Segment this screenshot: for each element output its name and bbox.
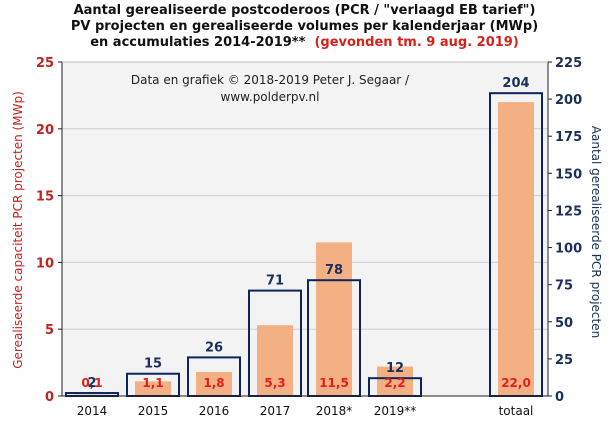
capacity-value-label: 1,8	[203, 376, 224, 390]
project-count-label: 26	[205, 340, 223, 355]
tick-label-right: 150	[555, 167, 582, 182]
tick-label-left: 0	[45, 390, 54, 405]
left-axis-ticks: 0 5 10 15 20 25	[36, 56, 62, 405]
project-count-label: 2	[87, 376, 96, 391]
tick-label-left: 25	[36, 56, 54, 71]
capacity-value-label: 11,5	[319, 376, 349, 390]
capacity-bar	[377, 366, 413, 396]
category-label: 2014	[77, 404, 108, 418]
capacity-bar	[498, 102, 534, 396]
project-count-label: 204	[502, 76, 529, 91]
tick-label-right: 225	[555, 56, 582, 71]
axes	[61, 61, 549, 397]
title-line-3: en accumulaties 2014-2019** (gevonden tm…	[0, 35, 609, 51]
category-label: totaal	[499, 404, 534, 418]
capacity-bar	[316, 242, 352, 396]
title-line-3-main: en accumulaties 2014-2019**	[90, 35, 306, 50]
right-axis-ticks: 0 25 50 75 100 125 150 175 200 225	[548, 56, 582, 405]
title-line-2: PV projecten en gerealiseerde volumes pe…	[70, 19, 539, 34]
tick-label-right: 100	[555, 242, 582, 257]
chart-title: Aantal gerealiseerde postcoderoos (PCR /…	[0, 3, 609, 51]
category-label: 2017	[260, 404, 291, 418]
category-label: 2015	[138, 404, 169, 418]
project-count-label: 78	[325, 263, 343, 278]
capacity-bar	[135, 381, 171, 396]
y-axis-right-label: Aantal gerealiseerde PCR projecten	[589, 126, 603, 338]
capacity-value-label: 2,2	[384, 376, 405, 390]
project-count-label: 71	[266, 274, 284, 289]
y-axis-left-label: Gerealiseerde capaciteit PCR projecten (…	[11, 91, 25, 369]
capacity-bar	[257, 325, 293, 396]
project-count-label: 12	[386, 361, 404, 376]
category-label: 2016	[199, 404, 230, 418]
capacity-value-label: 0,1	[81, 376, 102, 390]
category-labels: 2014 2015 2016 2017 2018* 2019** totaal	[77, 404, 534, 418]
tick-label-left: 10	[36, 256, 54, 271]
copyright-annotation: Data en grafiek © 2018-2019 Peter J. Seg…	[131, 73, 410, 87]
project-count-label: 15	[144, 357, 162, 372]
tick-label-right: 200	[555, 93, 582, 108]
tick-label-right: 25	[555, 353, 573, 368]
plot-area	[62, 62, 548, 396]
capacity-value-label: 5,3	[264, 376, 285, 390]
category-label: 2019**	[374, 404, 417, 418]
tick-label-right: 50	[555, 316, 573, 331]
category-label: 2018*	[316, 404, 353, 418]
data-labels: 0,12 1,1 15 1,8 26 5,3 71 11,5 78 2,212 22,0 204	[81, 76, 530, 391]
capacity-bar	[196, 371, 232, 396]
tick-label-left: 5	[45, 323, 54, 338]
tick-label-right: 175	[555, 130, 582, 145]
title-line-3-date: (gevonden tm. 9 aug. 2019)	[314, 35, 519, 50]
tick-label-right: 0	[555, 390, 564, 405]
tick-label-left: 15	[36, 190, 54, 205]
tick-label-right: 125	[555, 204, 582, 219]
website-annotation: www.polderpv.nl	[221, 90, 320, 104]
capacity-value-label: 22,0	[501, 376, 531, 390]
tick-label-left: 20	[36, 123, 54, 138]
title-line-1: Aantal gerealiseerde postcoderoos (PCR /…	[73, 3, 536, 18]
tick-label-right: 75	[555, 279, 573, 294]
capacity-value-label: 1,1	[142, 376, 163, 390]
